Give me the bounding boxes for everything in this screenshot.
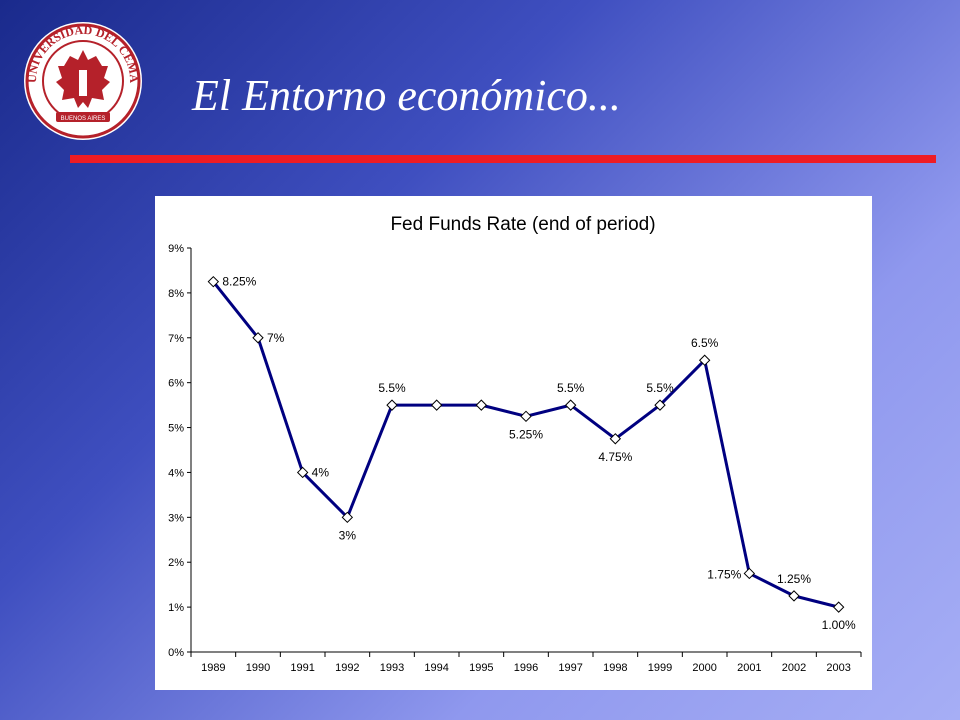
x-tick-label: 2001 — [737, 662, 761, 674]
series-line — [212, 280, 840, 609]
data-point-marker — [654, 399, 666, 411]
data-label: 5.5% — [646, 381, 674, 395]
y-tick-label: 5% — [168, 423, 184, 435]
data-point-marker — [520, 410, 532, 423]
data-label: 5.5% — [378, 381, 406, 395]
y-tick-label: 3% — [168, 512, 184, 524]
x-tick-label: 1989 — [201, 662, 225, 674]
x-tick-label: 1996 — [514, 662, 538, 674]
data-label: 5.25% — [509, 427, 543, 441]
x-tick-label: 1997 — [558, 662, 582, 674]
data-label: 1.75% — [707, 567, 741, 581]
x-tick-label: 1991 — [290, 662, 314, 674]
data-point-marker — [788, 590, 800, 602]
data-point-marker — [475, 399, 488, 411]
data-label: 7% — [267, 331, 285, 345]
chart-title: Fed Funds Rate (end of period) — [390, 214, 655, 235]
data-label: 8.25% — [222, 275, 256, 289]
x-tick-label: 2002 — [782, 662, 806, 674]
data-label: 5.5% — [557, 381, 585, 395]
university-seal-icon: UNIVERSIDAD DEL CEMA BUENOS AIRES — [24, 22, 142, 140]
fed-funds-chart: Fed Funds Rate (end of period) 0% 1% 2% 3% 4… — [168, 214, 862, 674]
x-tick-label: 2003 — [826, 662, 850, 674]
x-tick-label: 1992 — [335, 662, 359, 674]
y-tick-label: 2% — [168, 557, 184, 569]
data-point-marker — [386, 399, 398, 411]
x-tick-label: 1998 — [603, 662, 627, 674]
x-tick-label: 1999 — [648, 662, 672, 674]
data-point-marker — [296, 466, 309, 479]
seal-banner-text: BUENOS AIRES — [61, 116, 106, 122]
data-label: 1.25% — [777, 572, 811, 586]
x-tick-label: 1990 — [246, 662, 270, 674]
data-point-marker — [832, 601, 845, 613]
data-label: 3% — [339, 528, 357, 542]
y-tick-label: 1% — [168, 602, 184, 614]
data-label: 4.75% — [598, 450, 632, 464]
data-point-marker — [564, 399, 577, 411]
chart-axes: 0% 1% 2% 3% 4% 5% 6% 7% 8% 9% 1989 1990 1991 1992 1993… — [168, 243, 862, 674]
x-tick-label: 1993 — [380, 662, 404, 674]
x-tick-label: 2000 — [692, 662, 716, 674]
title-underline-rule — [70, 155, 936, 163]
data-point-marker — [341, 511, 354, 524]
data-point-marker — [207, 275, 220, 288]
y-tick-label: 4% — [168, 467, 184, 479]
y-tick-label: 9% — [168, 243, 184, 255]
x-tick-label: 1995 — [469, 662, 493, 674]
y-tick-label: 0% — [168, 647, 184, 659]
seal-banner — [56, 112, 110, 122]
seal-border — [25, 23, 141, 139]
y-tick-label: 6% — [168, 378, 184, 390]
x-tick-label: 1994 — [424, 662, 448, 674]
data-point-marker — [609, 433, 622, 445]
eagle-emblem-icon — [56, 50, 110, 108]
data-point-marker — [743, 567, 756, 580]
data-label: 4% — [312, 465, 330, 479]
data-label: 1.00% — [822, 618, 856, 632]
chart-series — [207, 275, 845, 613]
chart-data-labels: 8.25% 7% 4% 3% 5.5% 5.25% 5.5% 4.75% 5.5% 6.5% 1.7… — [222, 275, 856, 632]
data-point-marker — [430, 399, 443, 411]
y-tick-label: 7% — [168, 333, 184, 345]
y-tick-label: 8% — [168, 288, 184, 300]
slide-title: El Entorno económico... — [192, 71, 621, 120]
data-point-marker — [252, 332, 264, 344]
data-label: 6.5% — [691, 336, 719, 350]
data-point-marker — [698, 354, 711, 366]
chart-panel: Fed Funds Rate (end of period) 0% 1% 2% 3% 4… — [155, 196, 872, 690]
